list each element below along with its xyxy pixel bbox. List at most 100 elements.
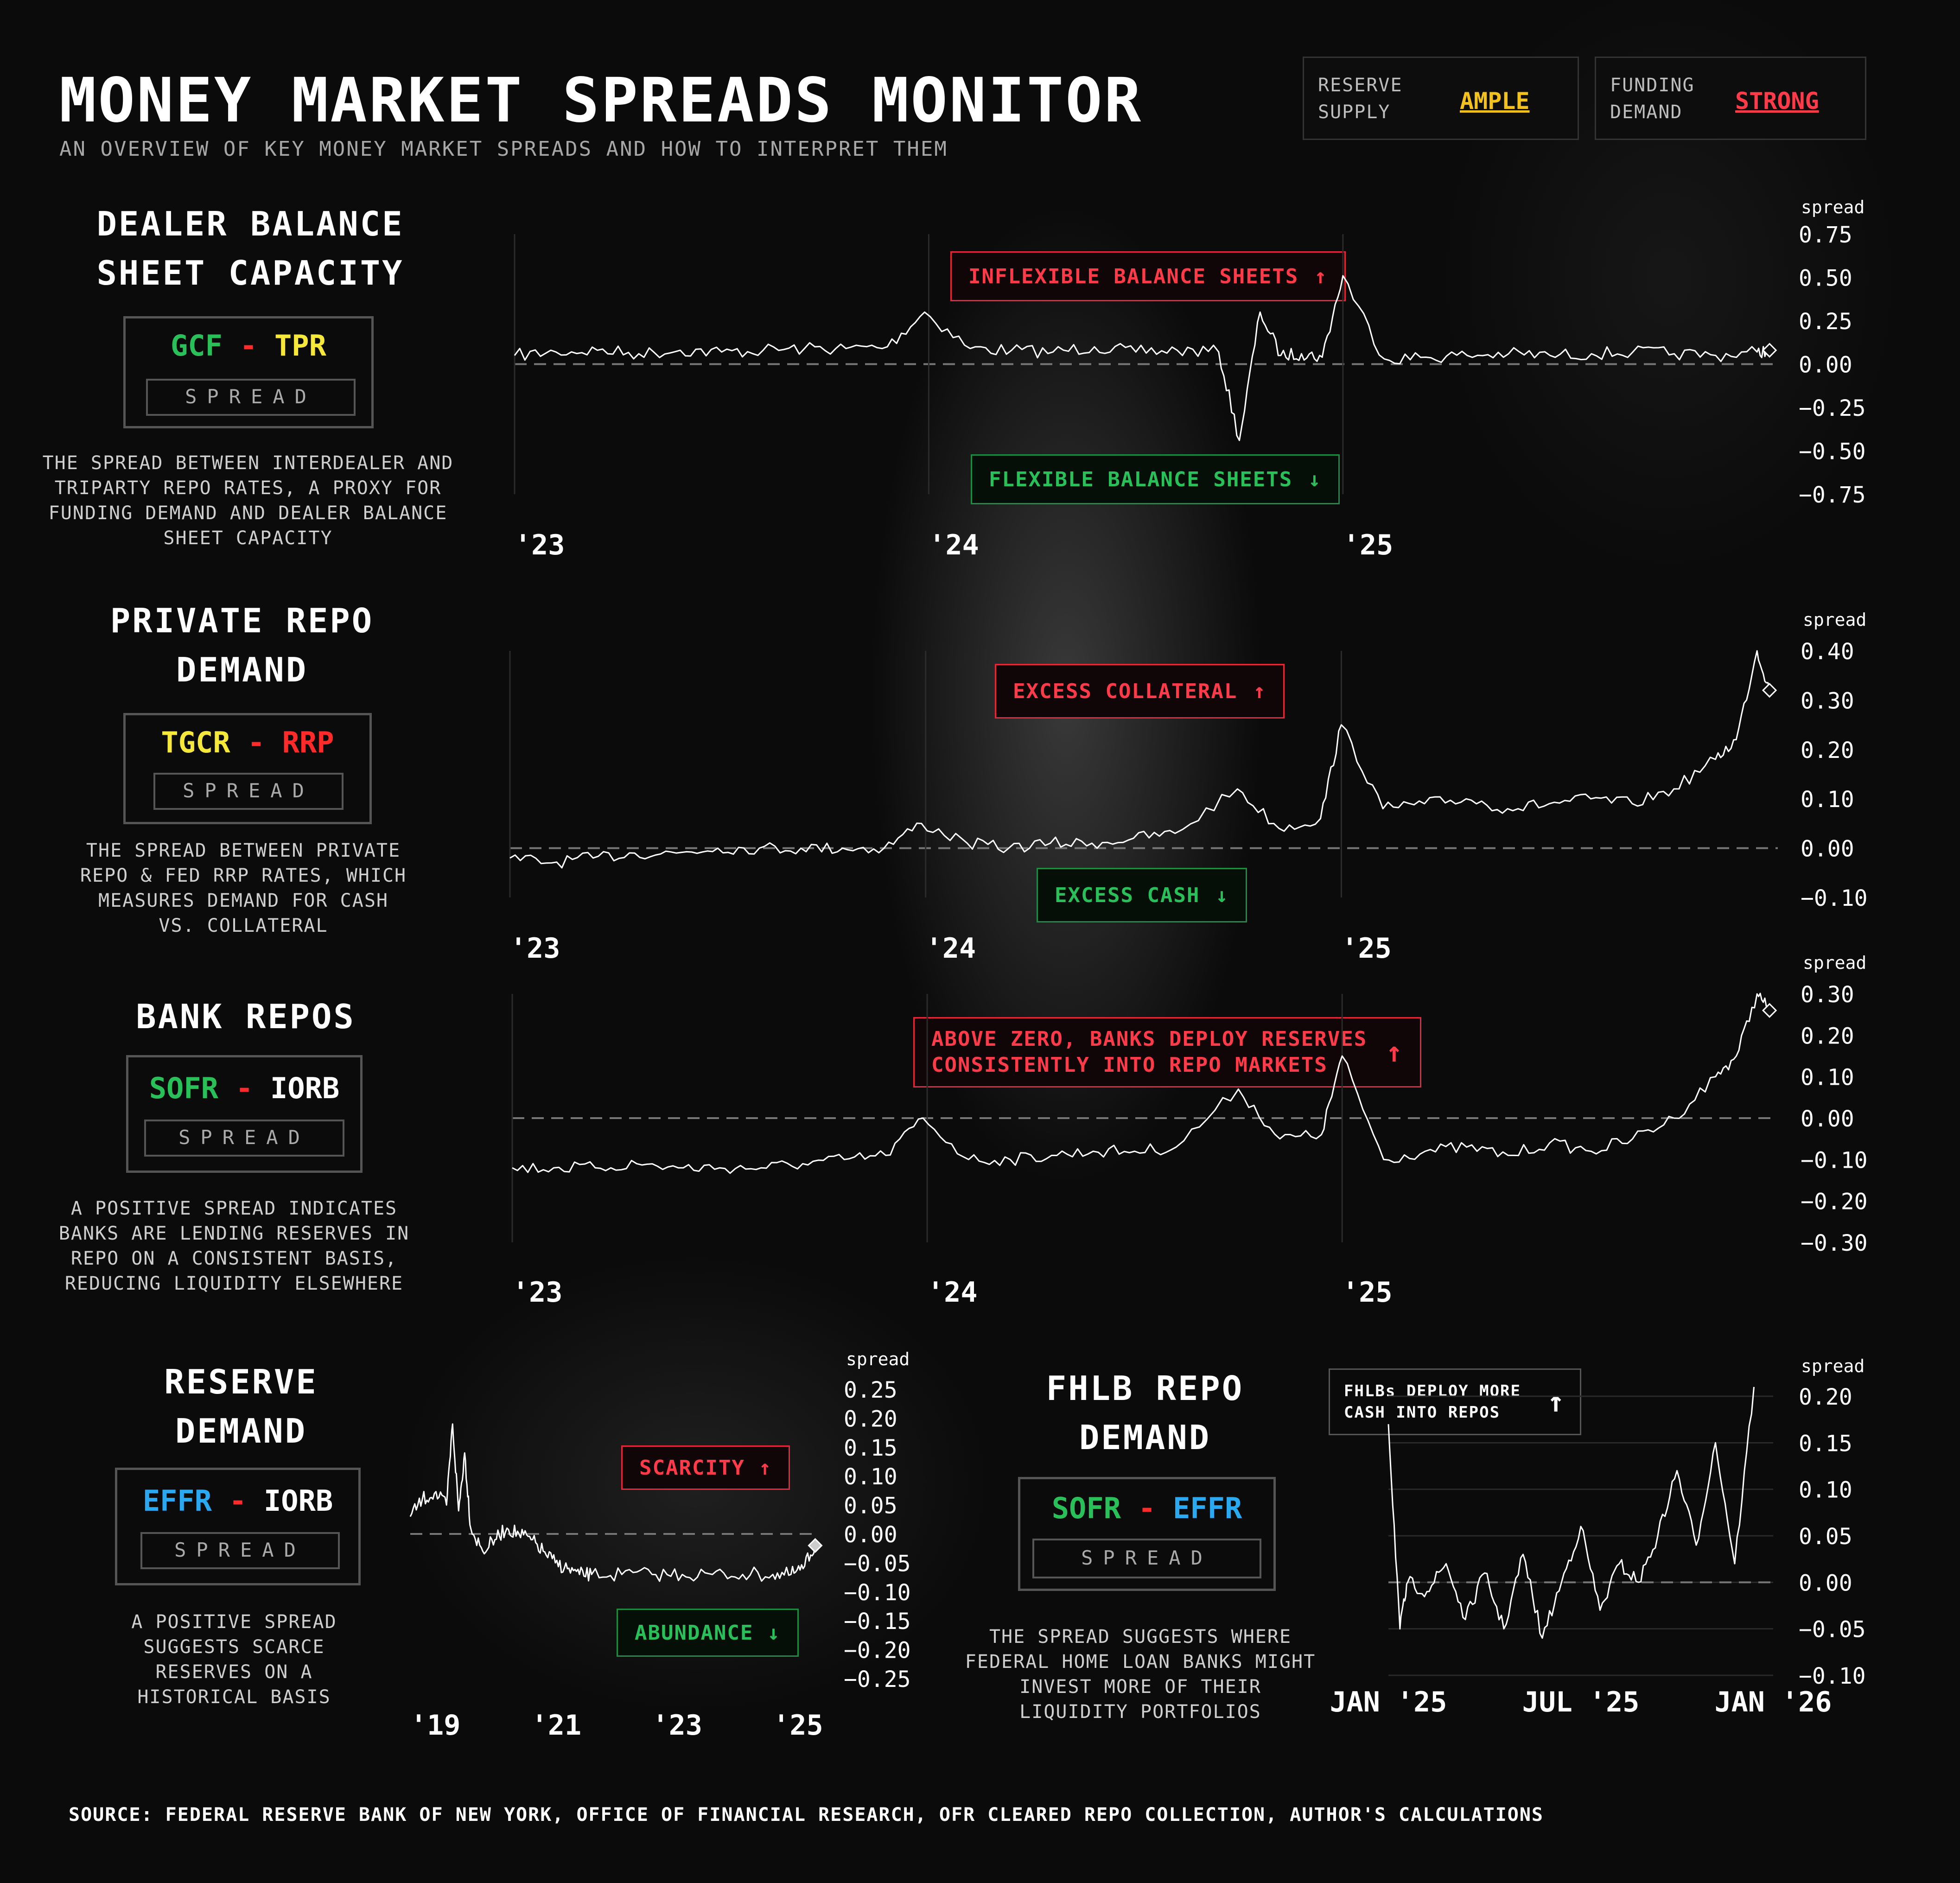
scarcity-callout: SCARCITY ↑ — [621, 1445, 790, 1490]
y-tick-label: −0.05 — [1799, 1617, 1866, 1643]
y-tick-label: 0.00 — [1801, 836, 1854, 862]
status-label: FUNDING DEMAND — [1610, 75, 1695, 123]
sofr-effr-formula: SOFR - EFFR SPREAD — [1018, 1477, 1276, 1591]
x-tick-label: JAN '26 — [1715, 1686, 1832, 1718]
y-tick-label: −0.25 — [844, 1667, 911, 1692]
y-tick-label: 0.75 — [1799, 222, 1852, 248]
effr-iorb-formula: EFFR - IORB SPREAD — [115, 1468, 361, 1585]
above-zero-callout: ABOVE ZERO, BANKS DEPLOY RESERVES CONSIST… — [913, 1017, 1422, 1088]
y-tick-label: 0.40 — [1801, 639, 1854, 665]
y-tick-label: −0.10 — [844, 1580, 911, 1606]
funding-demand-value: STRONG — [1735, 88, 1819, 115]
spread-label: SPREAD — [1032, 1539, 1261, 1578]
y-tick-label: −0.50 — [1799, 439, 1866, 465]
y-tick-label: −0.10 — [1801, 1147, 1868, 1173]
series-line — [1387, 1387, 1755, 1639]
y-tick-label: 0.15 — [844, 1435, 897, 1461]
y-tick-label: 0.10 — [844, 1464, 897, 1490]
source-note: SOURCE: FEDERAL RESERVE BANK OF NEW YORK… — [69, 1804, 1544, 1826]
x-tick-label: '23 — [652, 1709, 702, 1742]
end-point-marker — [1762, 682, 1777, 698]
inflexible-callout: INFLEXIBLE BALANCE SHEETS ↑ — [950, 251, 1346, 301]
y-tick-label: 0.10 — [1801, 1065, 1854, 1091]
x-tick-label: '25 — [1343, 529, 1393, 561]
y-tick-label: 0.05 — [1799, 1524, 1852, 1550]
y-tick-label: 0.20 — [844, 1406, 897, 1432]
y-axis-label: spread — [1803, 610, 1866, 630]
y-axis-label: spread — [1801, 197, 1865, 217]
spread-label: SPREAD — [146, 379, 356, 416]
x-tick-label: '24 — [926, 932, 976, 965]
reserve-supply-status: RESERVE SUPPLY AMPLE — [1303, 57, 1579, 140]
end-point-marker — [1762, 1003, 1777, 1018]
end-point-marker — [808, 1538, 823, 1553]
y-tick-label: 0.20 — [1799, 1384, 1852, 1410]
y-tick-label: −0.10 — [1801, 885, 1868, 911]
y-tick-label: −0.10 — [1799, 1663, 1866, 1689]
x-tick-label: '24 — [929, 529, 979, 561]
private-repo-description: THE SPREAD BETWEEN PRIVATE REPO & FED RRP… — [80, 840, 407, 936]
series-line — [409, 1423, 816, 1582]
y-tick-label: 0.20 — [1801, 1023, 1854, 1049]
reserve-supply-value: AMPLE — [1460, 88, 1530, 115]
x-tick-label: '19 — [410, 1709, 460, 1742]
private-repo-section-title: PRIVATE REPO DEMAND — [110, 601, 374, 689]
reserve-demand-description: A POSITIVE SPREAD SUGGESTS SCARCE RESERVES… — [131, 1611, 337, 1708]
series-line — [509, 650, 1770, 869]
page-title: MONEY MARKET SPREADS MONITOR — [59, 65, 1143, 136]
y-tick-label: 0.00 — [844, 1522, 897, 1548]
y-tick-label: −0.20 — [1801, 1189, 1868, 1215]
x-tick-label: '23 — [515, 529, 565, 561]
y-tick-label: 0.25 — [844, 1377, 897, 1403]
y-tick-label: 0.10 — [1801, 787, 1854, 813]
x-tick-label: '25 — [1342, 1276, 1392, 1309]
spread-label: SPREAD — [144, 1120, 344, 1157]
funding-demand-status: FUNDING DEMAND STRONG — [1595, 57, 1866, 140]
spread-label: SPREAD — [140, 1532, 340, 1569]
x-tick-label: '23 — [512, 1276, 562, 1309]
end-point-marker — [1762, 343, 1777, 358]
series-line — [514, 275, 1770, 441]
y-tick-label: 0.10 — [1799, 1477, 1852, 1503]
y-tick-label: −0.15 — [844, 1609, 911, 1635]
x-tick-label: '23 — [510, 932, 560, 965]
status-label: RESERVE SUPPLY — [1318, 75, 1403, 123]
y-tick-label: 0.20 — [1801, 738, 1854, 763]
y-axis-label: spread — [1803, 953, 1866, 973]
y-tick-label: −0.25 — [1799, 395, 1866, 421]
excess-collateral-callout: EXCESS COLLATERAL ↑ — [995, 664, 1285, 719]
sofr-iorb-formula: SOFR - IORB SPREAD — [126, 1055, 363, 1173]
x-tick-label: JAN '25 — [1330, 1686, 1447, 1718]
y-tick-label: 0.30 — [1801, 688, 1854, 714]
y-tick-label: 0.25 — [1799, 309, 1852, 335]
y-tick-label: 0.00 — [1799, 352, 1852, 378]
x-tick-label: '25 — [1341, 932, 1391, 965]
fhlb-section-title: FHLB REPO DEMAND — [1046, 1369, 1244, 1457]
flexible-callout: FLEXIBLE BALANCE SHEETS ↓ — [971, 454, 1340, 504]
gcf-tpr-formula: GCF - TPR SPREAD — [123, 316, 374, 428]
x-tick-label: '21 — [531, 1709, 581, 1742]
reserve-demand-section-title: RESERVE DEMAND — [164, 1362, 318, 1450]
bank-repos-section-title: BANK REPOS — [136, 997, 356, 1036]
y-axis-label: spread — [1801, 1356, 1865, 1376]
series-line — [512, 992, 1770, 1174]
y-tick-label: 0.00 — [1801, 1106, 1854, 1132]
x-tick-label: '25 — [773, 1709, 823, 1742]
x-tick-label: '24 — [927, 1276, 977, 1309]
fhlb-callout: FHLBs DEPLOY MORE CASH INTO REPOS ↑ — [1329, 1368, 1581, 1435]
dealer-description: THE SPREAD BETWEEN INTERDEALER AND TRIPAR… — [42, 452, 454, 549]
tgcr-rrp-formula: TGCR - RRP SPREAD — [123, 713, 372, 824]
x-tick-label: JUL '25 — [1522, 1686, 1640, 1718]
fhlb-description: THE SPREAD SUGGESTS WHERE FEDERAL HOME LO… — [965, 1626, 1316, 1723]
page-subtitle: AN OVERVIEW OF KEY MONEY MARKET SPREADS … — [59, 137, 948, 161]
y-tick-label: −0.30 — [1801, 1230, 1868, 1256]
y-tick-label: −0.20 — [844, 1638, 911, 1664]
abundance-callout: ABUNDANCE ↓ — [617, 1609, 799, 1657]
y-tick-label: 0.30 — [1801, 982, 1854, 1008]
y-tick-label: −0.05 — [844, 1551, 911, 1577]
spread-label: SPREAD — [153, 773, 344, 810]
y-tick-label: −0.75 — [1799, 482, 1866, 508]
y-tick-label: 0.15 — [1799, 1431, 1852, 1457]
bank-repos-description: A POSITIVE SPREAD INDICATES BANKS ARE LEN… — [58, 1198, 410, 1294]
